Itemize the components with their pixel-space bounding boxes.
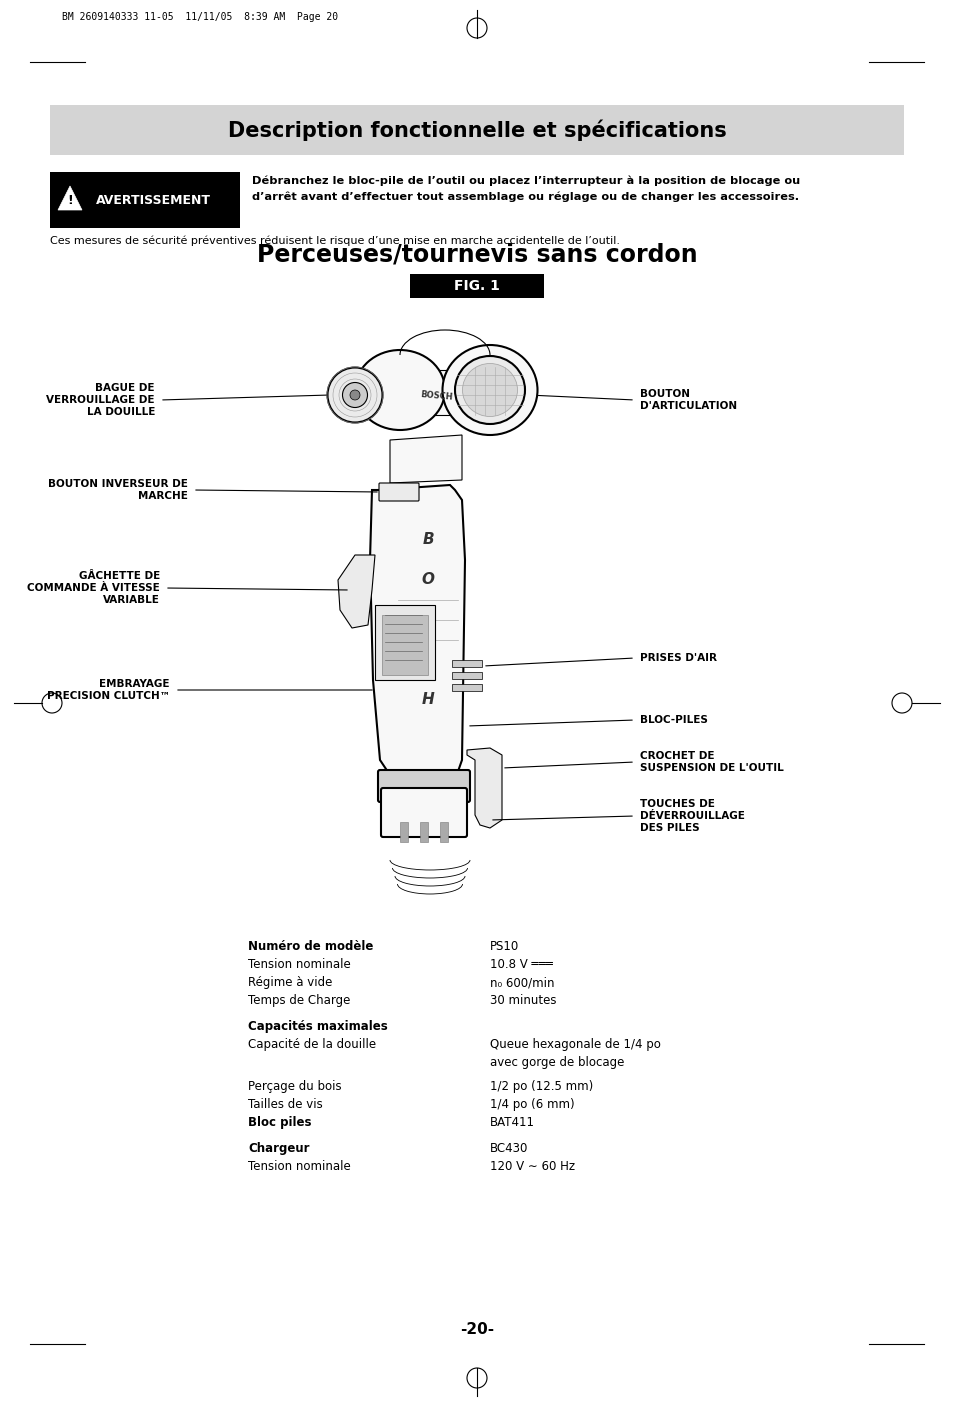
Text: avec gorge de blocage: avec gorge de blocage <box>490 1056 623 1069</box>
Text: 120 V ∼ 60 Hz: 120 V ∼ 60 Hz <box>490 1160 575 1173</box>
Text: Temps de Charge: Temps de Charge <box>248 994 350 1007</box>
Text: Perceuses/tournevis sans cordon: Perceuses/tournevis sans cordon <box>256 242 697 266</box>
Text: BOSCH: BOSCH <box>420 389 453 402</box>
Bar <box>419 823 428 842</box>
Text: FIG. 1: FIG. 1 <box>454 278 499 292</box>
Bar <box>410 274 543 298</box>
Bar <box>399 823 408 842</box>
Ellipse shape <box>462 364 517 416</box>
FancyBboxPatch shape <box>380 787 467 837</box>
Text: BOUTON INVERSEUR DE
MARCHE: BOUTON INVERSEUR DE MARCHE <box>48 479 188 501</box>
Bar <box>50 105 903 155</box>
Text: 10.8 V ═══: 10.8 V ═══ <box>490 957 553 972</box>
Ellipse shape <box>327 367 382 422</box>
Text: BM 2609140333 11-05  11/11/05  8:39 AM  Page 20: BM 2609140333 11-05 11/11/05 8:39 AM Pag… <box>62 13 337 22</box>
Text: H: H <box>421 693 434 707</box>
Text: AVERTISSEMENT: AVERTISSEMENT <box>95 194 211 207</box>
Text: !: ! <box>67 194 72 207</box>
Ellipse shape <box>350 389 359 399</box>
Text: Débranchez le bloc-pile de l’outil ou placez l’interrupteur à la position de blo: Débranchez le bloc-pile de l’outil ou pl… <box>252 176 800 187</box>
Text: EMBRAYAGE
PRECISION CLUTCH™: EMBRAYAGE PRECISION CLUTCH™ <box>47 679 170 702</box>
Text: Capacité de la douille: Capacité de la douille <box>248 1038 375 1052</box>
Text: Tension nominale: Tension nominale <box>248 957 351 972</box>
Text: 30 minutes: 30 minutes <box>490 994 556 1007</box>
Bar <box>452 672 481 679</box>
Bar <box>375 605 435 681</box>
Text: O: O <box>421 572 434 588</box>
FancyBboxPatch shape <box>378 484 418 501</box>
Text: Numéro de modèle: Numéro de modèle <box>248 941 373 953</box>
Text: TOUCHES DE
DÉVERROUILLAGE
DES PILES: TOUCHES DE DÉVERROUILLAGE DES PILES <box>639 799 744 834</box>
Text: Ces mesures de sécurité préventives réduisent le risque d’une mise en marche acc: Ces mesures de sécurité préventives rédu… <box>50 236 619 246</box>
Polygon shape <box>337 555 375 628</box>
FancyBboxPatch shape <box>377 770 470 801</box>
Text: CROCHET DE
SUSPENSION DE L'OUTIL: CROCHET DE SUSPENSION DE L'OUTIL <box>639 751 783 773</box>
Polygon shape <box>390 434 461 484</box>
Text: Description fonctionnelle et spécifications: Description fonctionnelle et spécificati… <box>228 120 725 141</box>
Text: BLOC-PILES: BLOC-PILES <box>639 716 707 725</box>
Bar <box>395 370 462 415</box>
Text: Tailles de vis: Tailles de vis <box>248 1098 322 1111</box>
Text: Régime à vide: Régime à vide <box>248 976 332 988</box>
Text: C: C <box>422 652 434 668</box>
Text: Bloc piles: Bloc piles <box>248 1116 312 1129</box>
Text: d’arrêt avant d’effectuer tout assemblage ou réglage ou de changer les accessoir: d’arrêt avant d’effectuer tout assemblag… <box>252 193 799 202</box>
Text: PS10: PS10 <box>490 941 518 953</box>
Bar <box>452 659 481 666</box>
Bar <box>452 683 481 690</box>
Bar <box>439 823 448 842</box>
Ellipse shape <box>455 356 524 425</box>
Text: 1/2 po (12.5 mm): 1/2 po (12.5 mm) <box>490 1080 593 1092</box>
Text: PRISES D'AIR: PRISES D'AIR <box>639 652 717 664</box>
Polygon shape <box>58 186 82 209</box>
Text: GÂCHETTE DE
COMMANDE À VITESSE
VARIABLE: GÂCHETTE DE COMMANDE À VITESSE VARIABLE <box>28 571 160 606</box>
Text: Queue hexagonale de 1/4 po: Queue hexagonale de 1/4 po <box>490 1038 660 1052</box>
Text: Capacités maximales: Capacités maximales <box>248 1019 387 1033</box>
Ellipse shape <box>342 382 367 408</box>
Text: B: B <box>422 533 434 547</box>
Text: n₀ 600/min: n₀ 600/min <box>490 976 554 988</box>
Text: BAGUE DE
VERROUILLAGE DE
LA DOUILLE: BAGUE DE VERROUILLAGE DE LA DOUILLE <box>47 382 154 418</box>
Text: 1/4 po (6 mm): 1/4 po (6 mm) <box>490 1098 574 1111</box>
Ellipse shape <box>442 344 537 434</box>
Text: Tension nominale: Tension nominale <box>248 1160 351 1173</box>
Text: BC430: BC430 <box>490 1142 528 1154</box>
Bar <box>50 172 240 228</box>
Text: -20-: -20- <box>459 1323 494 1337</box>
Polygon shape <box>370 485 464 785</box>
Text: S: S <box>422 613 433 627</box>
Ellipse shape <box>355 350 444 430</box>
Polygon shape <box>467 748 501 828</box>
Text: BOUTON
D'ARTICULATION: BOUTON D'ARTICULATION <box>639 389 737 411</box>
Text: Chargeur: Chargeur <box>248 1142 309 1154</box>
Text: BAT411: BAT411 <box>490 1116 535 1129</box>
Bar <box>381 614 428 675</box>
Text: Perçage du bois: Perçage du bois <box>248 1080 341 1092</box>
